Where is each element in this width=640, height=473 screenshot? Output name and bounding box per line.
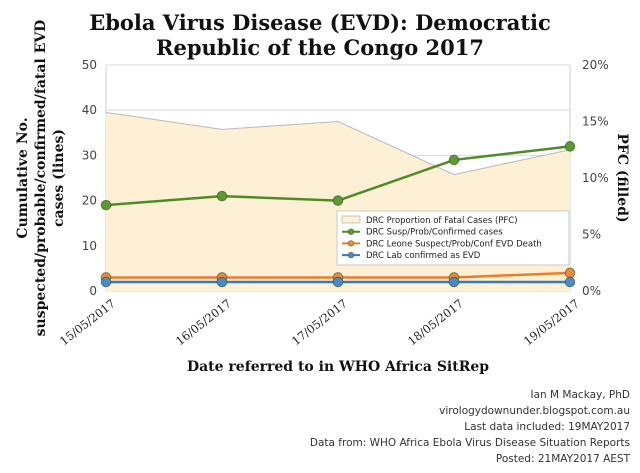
chart-title-line: Ebola Virus Disease (EVD): Democratic xyxy=(89,10,551,35)
legend-swatch-marker xyxy=(347,228,355,235)
series-point-1 xyxy=(564,267,576,279)
legend-swatch-area xyxy=(341,215,361,224)
y2-tick-label: 20% xyxy=(582,58,609,72)
series-point-2 xyxy=(216,276,228,288)
legend-label: DRC Proportion of Fatal Cases (PFC) xyxy=(366,216,518,226)
x-axis: 15/05/2017 16/05/2017 17/05/2017 18/05/2017… xyxy=(57,296,582,348)
series-point-0 xyxy=(564,141,576,152)
axis-titles: Date referred to in WHO Africa SitRep Cum… xyxy=(15,20,630,375)
legend-box xyxy=(336,210,570,266)
y2-axis-title: PFC (filled) xyxy=(614,133,630,222)
y-axis-right: 0% 5% 10% 15% 20% xyxy=(582,58,609,298)
x-tick-label: 19/05/2017 xyxy=(521,296,582,348)
series-point-0 xyxy=(100,199,112,211)
y-tick-label: 40 xyxy=(82,103,97,117)
series-point-0 xyxy=(332,195,344,206)
y-tick-label: 50 xyxy=(82,58,97,72)
y-tick-label: 0 xyxy=(89,284,97,298)
series-point-0 xyxy=(216,190,228,202)
credit-line: Data from: WHO Africa Ebola Virus Diseas… xyxy=(310,437,630,449)
legend-label: DRC Leone Suspect/Prob/Conf EVD Death xyxy=(366,239,542,249)
series-point-2 xyxy=(332,276,344,288)
y-tick-label: 20 xyxy=(82,194,97,208)
y-tick-label: 10 xyxy=(82,239,97,253)
x-tick-label: 17/05/2017 xyxy=(289,296,350,348)
credit-line: Last data included: 19MAY2017 xyxy=(464,421,630,433)
credits: Ian M Mackay, PhD virologydownunder.blogs… xyxy=(310,389,631,465)
credit-line: virologydownunder.blogspot.com.au xyxy=(439,405,630,417)
pfc-area-outline xyxy=(105,111,571,176)
credit-line: Ian M Mackay, PhD xyxy=(531,389,630,401)
y2-tick-label: 0% xyxy=(582,284,601,298)
y-tick-label: 30 xyxy=(82,148,97,162)
series-point-2 xyxy=(448,276,460,288)
y-axis-title-line: Cumulative No. xyxy=(15,117,31,238)
legend-swatch-marker xyxy=(347,240,355,247)
x-tick-label: 15/05/2017 xyxy=(57,296,118,348)
chart-title-line: Republic of the Congo 2017 xyxy=(156,35,484,60)
y-axis-left: 0 10 20 30 40 50 xyxy=(82,58,97,298)
y-axis-title-line: suspected/probable/confirmed/fatal EVD xyxy=(33,20,49,337)
legend-swatch-marker xyxy=(347,251,355,259)
chart-title: Ebola Virus Disease (EVD): DemocraticRep… xyxy=(89,10,551,60)
x-tick-label: 16/05/2017 xyxy=(173,296,234,348)
y2-tick-label: 5% xyxy=(582,228,601,242)
series-lines xyxy=(100,141,576,288)
x-tick-label: 18/05/2017 xyxy=(405,296,466,348)
y2-tick-label: 15% xyxy=(582,115,609,129)
series-point-0 xyxy=(448,154,460,166)
y2-tick-label: 10% xyxy=(582,171,609,185)
series-point-2 xyxy=(100,276,112,288)
x-axis-title: Date referred to in WHO Africa SitRep xyxy=(187,359,489,375)
legend: DRC Proportion of Fatal Cases (PFC) DRC S… xyxy=(336,210,570,266)
series-point-2 xyxy=(564,276,576,288)
legend-label: DRC Lab confirmed as EVD xyxy=(366,251,481,261)
legend-label: DRC Susp/Prob/Confirmed cases xyxy=(366,228,503,238)
y-axis-title-line: cases (lines) xyxy=(51,129,67,227)
credit-line: Posted: 21MAY2017 AEST xyxy=(496,453,631,465)
